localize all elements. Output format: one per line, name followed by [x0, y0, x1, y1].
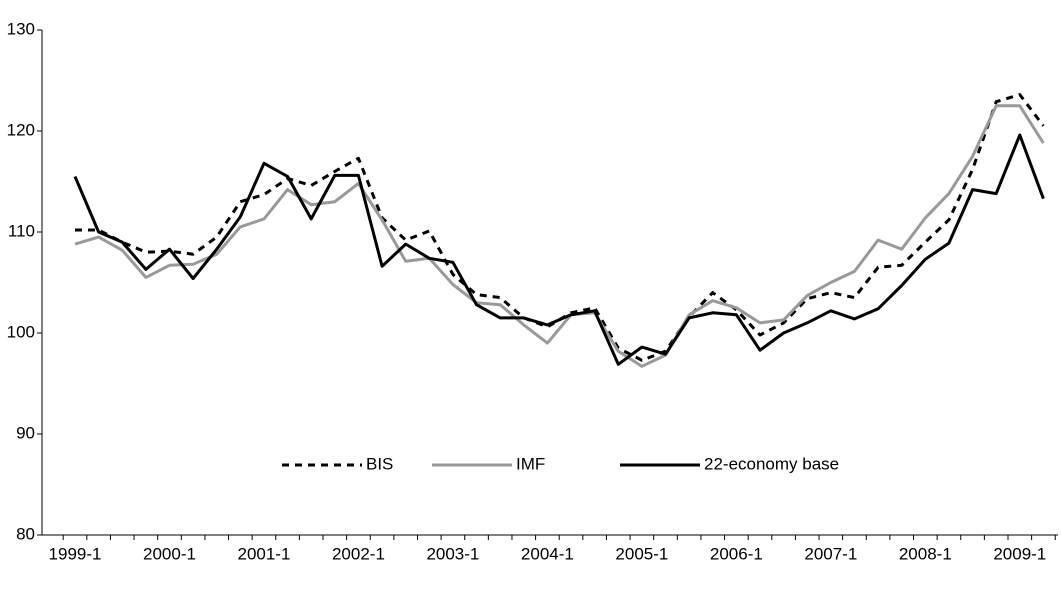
- series-line: [73, 133, 1045, 366]
- legend-label: BIS: [366, 454, 393, 473]
- x-tick-label: 2003-1: [426, 544, 479, 563]
- x-tick-label: 2004-1: [521, 544, 574, 563]
- x-tick-label: 2002-1: [332, 544, 385, 563]
- x-tick-label: 2005-1: [615, 544, 668, 563]
- y-tick-label: 130: [7, 19, 35, 38]
- x-tick-label: 2001-1: [237, 544, 290, 563]
- legend-label: 22-economy base: [704, 454, 839, 473]
- x-tick-label: 2000-1: [143, 544, 196, 563]
- x-tick-label: 2009-1: [993, 544, 1046, 563]
- series-line: [75, 93, 1045, 362]
- y-tick-label: 100: [7, 322, 35, 341]
- y-tick-label: 120: [7, 120, 35, 139]
- legend-label: IMF: [516, 454, 545, 473]
- x-tick-label: 1999-1: [49, 544, 102, 563]
- y-tick-label: 90: [16, 423, 35, 442]
- y-tick-label: 110: [8, 221, 35, 240]
- x-tick-label: 2006-1: [710, 544, 763, 563]
- x-tick-label: 2007-1: [804, 544, 857, 563]
- series-line: [74, 104, 1045, 368]
- y-tick-label: 80: [16, 524, 35, 543]
- x-tick-label: 2008-1: [899, 544, 952, 563]
